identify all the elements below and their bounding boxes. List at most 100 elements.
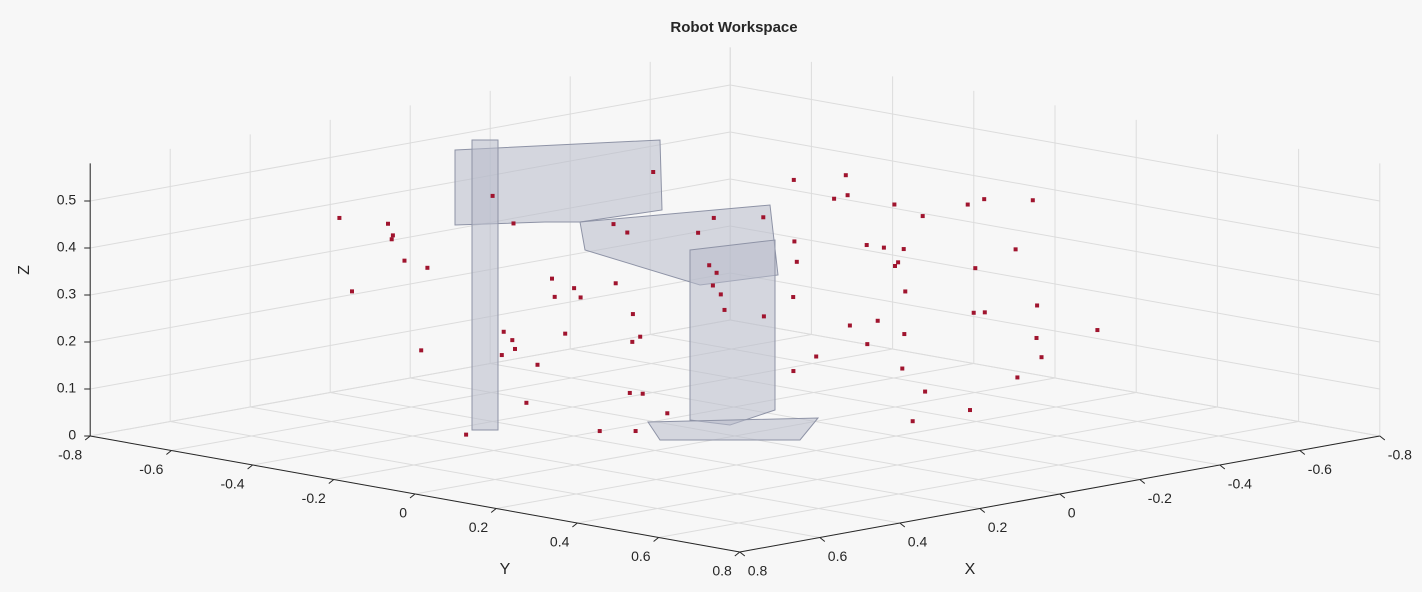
grid-line: [577, 406, 1218, 524]
y-tick-label: -0.8: [58, 447, 82, 463]
point: [535, 362, 540, 367]
x-tick: [1299, 450, 1306, 455]
x-tick: [1139, 479, 1146, 484]
point: [630, 339, 635, 344]
y-tick-label: 0.4: [550, 534, 570, 550]
point: [896, 260, 901, 265]
point: [875, 318, 880, 323]
point: [903, 289, 908, 294]
grid-line: [730, 225, 1380, 343]
x-tick: [1059, 493, 1066, 499]
point: [627, 390, 632, 395]
point: [625, 230, 630, 235]
y-tick-label: 0.2: [469, 519, 489, 535]
point: [761, 314, 766, 319]
point: [419, 348, 424, 353]
point: [490, 193, 495, 198]
point: [761, 215, 766, 220]
point: [900, 366, 905, 371]
point: [425, 265, 430, 270]
point: [386, 221, 390, 226]
y-axis-label: Y: [500, 561, 511, 578]
grid-line: [658, 421, 1299, 538]
point: [847, 323, 852, 328]
robot-model: [454, 139, 820, 441]
point: [640, 391, 645, 396]
z-tick-label: 0: [68, 427, 76, 443]
x-tick: [899, 522, 906, 528]
y-tick: [328, 479, 335, 484]
point: [1034, 335, 1039, 340]
point: [578, 295, 583, 300]
y-tick: [734, 551, 741, 557]
point: [710, 283, 715, 288]
point: [501, 329, 506, 334]
point: [722, 307, 727, 312]
x-tick: [739, 551, 746, 557]
grid-line: [496, 392, 1137, 509]
point: [499, 353, 504, 358]
robot-base: [689, 239, 776, 426]
point: [638, 334, 643, 339]
chart-title: Robot Workspace: [670, 19, 797, 36]
point: [971, 310, 976, 315]
point: [511, 221, 516, 226]
point: [902, 332, 907, 337]
point: [910, 419, 915, 424]
x-tick: [819, 537, 826, 542]
x-tick: [1379, 435, 1386, 441]
point: [832, 196, 837, 201]
point: [893, 264, 897, 268]
x-tick-label: 0.2: [988, 519, 1008, 535]
x-tick-label: 0.4: [908, 534, 928, 550]
point: [865, 342, 870, 347]
x-tick: [1219, 464, 1226, 470]
robot-column: [471, 139, 499, 431]
point: [1039, 355, 1044, 360]
y-tick: [490, 508, 497, 513]
grid-line: [90, 319, 731, 437]
grid-line: [252, 348, 893, 466]
y-tick-label: -0.4: [220, 476, 244, 492]
point: [973, 266, 978, 271]
x-axis-label: X: [965, 561, 976, 578]
point: [1013, 247, 1018, 252]
grid-line: [90, 272, 731, 390]
point: [651, 170, 656, 174]
axes: -0.8 -0.6 -0.4 -0.2 0 0.2 0.4 0.6 0.8 -0.8 -0.6 -0.…: [57, 163, 1412, 579]
z-axis-label: Z: [16, 265, 33, 275]
point: [513, 346, 517, 351]
point: [794, 259, 799, 264]
point: [843, 173, 848, 178]
point: [524, 400, 529, 405]
point: [718, 292, 723, 297]
point: [714, 270, 719, 275]
point: [864, 243, 869, 248]
point: [881, 245, 886, 250]
y-tick-label: 0.6: [631, 548, 651, 564]
y-tick-label: 0: [399, 505, 407, 521]
point: [965, 202, 970, 207]
point: [389, 237, 394, 242]
point: [1035, 303, 1040, 308]
point: [968, 408, 972, 413]
grid-line: [730, 131, 1380, 249]
grid-line: [90, 84, 731, 202]
point: [791, 295, 796, 300]
point: [1015, 375, 1020, 380]
point: [792, 239, 797, 244]
x-tick-label: 0.6: [828, 548, 848, 564]
y-tick: [409, 493, 416, 499]
point: [613, 281, 618, 286]
grid-line: [730, 178, 1380, 296]
point: [1030, 198, 1035, 203]
point: [791, 369, 796, 374]
x-tick-label: -0.2: [1148, 490, 1172, 506]
y-tick-label: 0.8: [712, 563, 732, 579]
y-tick: [653, 537, 659, 542]
point: [563, 331, 568, 336]
point: [1095, 328, 1100, 333]
y-tick: [247, 464, 253, 470]
point: [611, 222, 616, 227]
